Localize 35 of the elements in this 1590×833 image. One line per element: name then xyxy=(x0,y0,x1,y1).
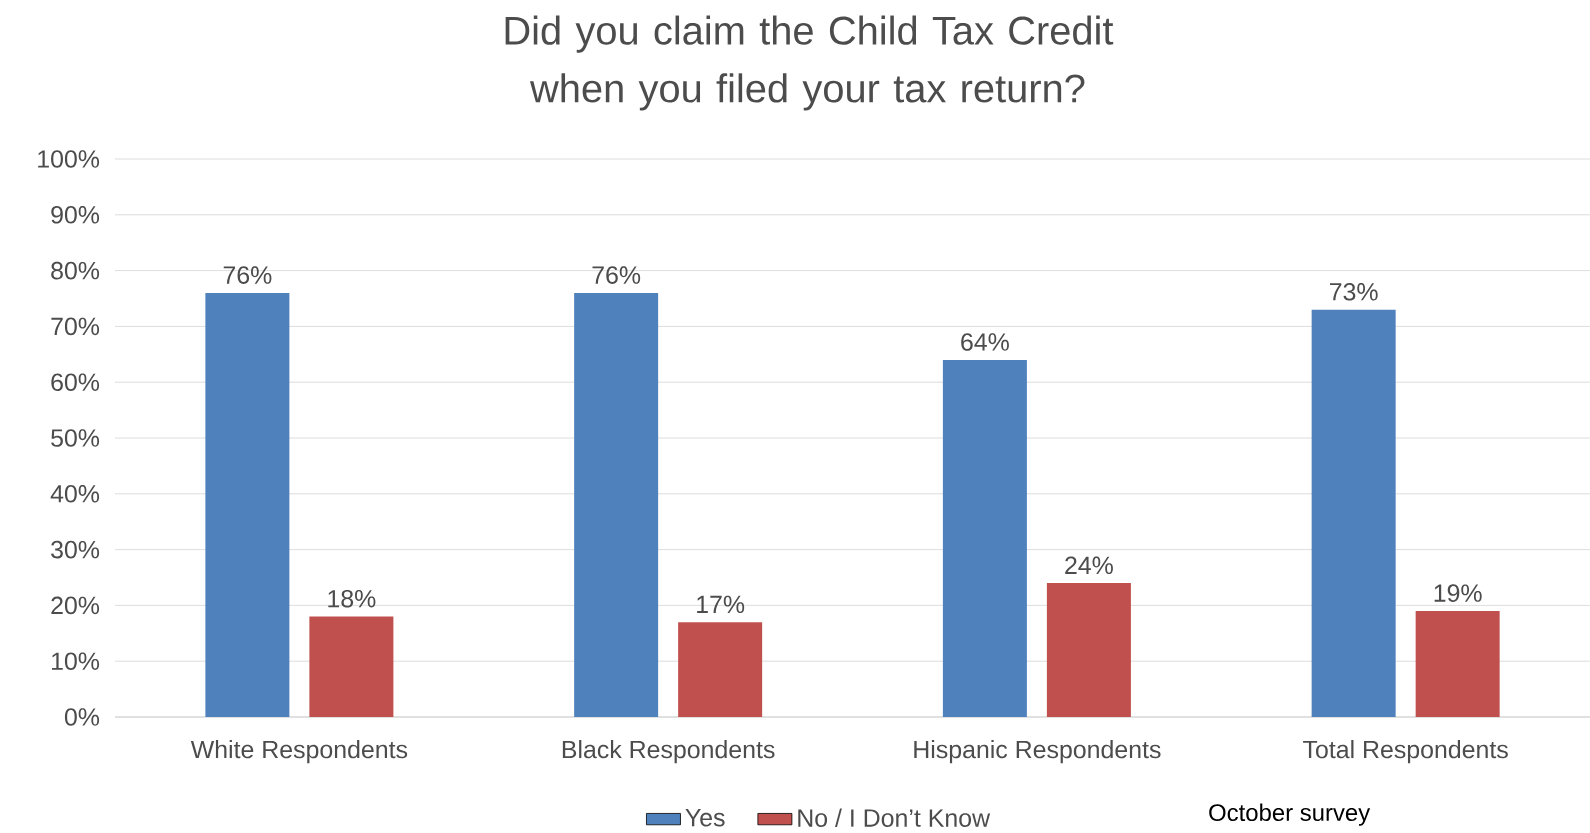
x-tick-label: White Respondents xyxy=(190,740,408,764)
bar xyxy=(942,359,1027,717)
data-label: 18% xyxy=(328,589,376,608)
data-label: 64% xyxy=(961,333,1009,351)
data-label: 24% xyxy=(1065,556,1113,575)
y-tick-label: 20% xyxy=(51,596,100,615)
bar xyxy=(205,292,290,717)
x-tick-label: Total Respondents xyxy=(1303,740,1508,764)
y-tick-label: 70% xyxy=(51,317,100,336)
y-tick-label: 90% xyxy=(51,205,100,224)
bar xyxy=(678,622,763,717)
data-label: 76% xyxy=(223,266,272,284)
y-tick-label: 0% xyxy=(64,708,100,726)
bar xyxy=(1046,583,1131,717)
text: October survey xyxy=(1209,803,1371,826)
chart-title: Did you claim the Child Tax Credit when you filed your tax return? xyxy=(505,15,1114,111)
y-tick-label: 10% xyxy=(52,652,100,671)
y-tick-label: 40% xyxy=(50,485,100,503)
legend-label: Yes xyxy=(685,809,725,827)
legend-label: No / I Don’t Know xyxy=(798,808,991,827)
x-tick-label: Hispanic Respondents xyxy=(914,740,1161,764)
data-label: 19% xyxy=(1434,584,1482,602)
bar xyxy=(574,292,659,717)
y-tick-label: 60% xyxy=(51,373,100,392)
bar xyxy=(1415,610,1500,717)
y-tick-label: 30% xyxy=(51,540,100,559)
bar xyxy=(309,616,394,717)
bar xyxy=(1311,309,1396,717)
data-label: 73% xyxy=(1330,283,1378,301)
data-label: 76% xyxy=(592,266,641,284)
y-tick-label: 80% xyxy=(51,261,100,280)
y-tick-label: 100% xyxy=(38,150,100,168)
data-label: 17% xyxy=(697,595,745,614)
y-tick-label: 50% xyxy=(51,429,100,447)
x-tick-label: Black Respondents xyxy=(562,740,775,764)
